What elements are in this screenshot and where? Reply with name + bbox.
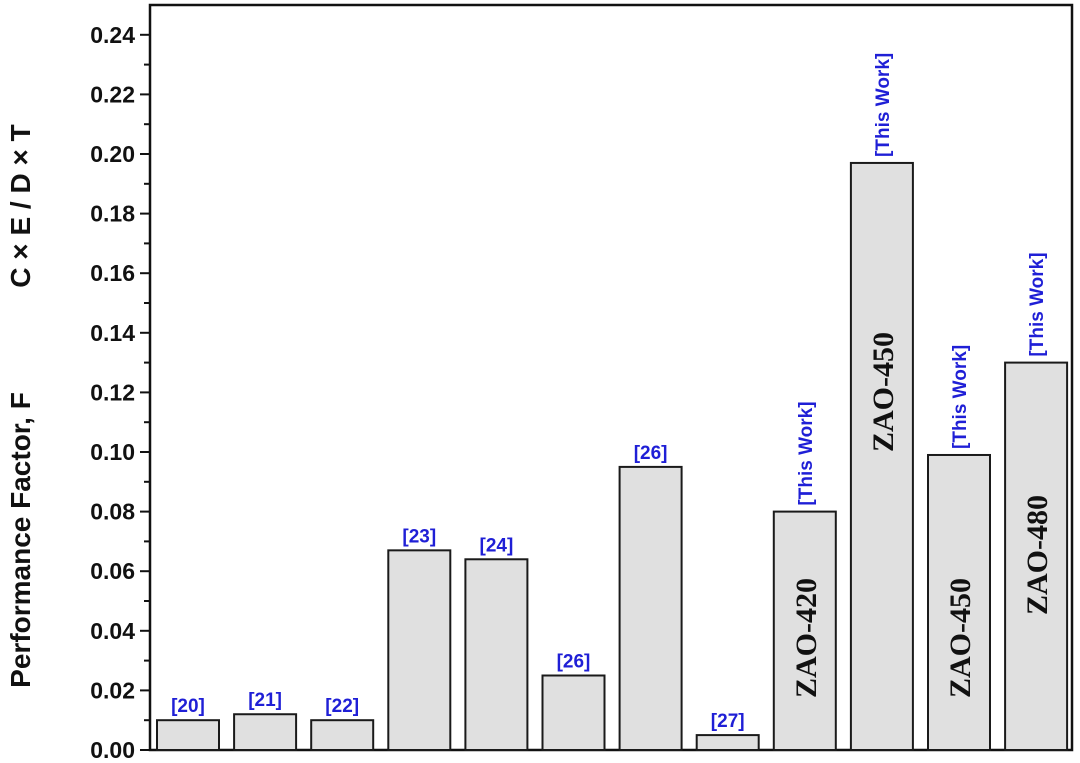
bar-ref-label: [27] (711, 711, 745, 732)
bar-ref-label: [This Work] (796, 401, 817, 505)
y-axis-title: Performance Factor, F C × E / D × T (5, 124, 36, 688)
y-tick-label: 0.14 (90, 320, 135, 346)
y-tick-label: 0.00 (90, 737, 135, 763)
bar (1004, 361, 1069, 751)
y-tick-label: 0.18 (90, 201, 135, 227)
bar (849, 161, 914, 751)
bar-ref-label: [23] (402, 526, 436, 547)
bar-ref-label: [26] (634, 443, 668, 464)
y-tick-label: 0.06 (90, 558, 135, 584)
bar-ref-label: [21] (248, 690, 282, 711)
plot-frame (148, 3, 1074, 752)
y-tick-label: 0.02 (90, 677, 135, 703)
y-tick-label: 0.16 (90, 260, 135, 286)
bar (233, 713, 298, 751)
bar-sample-label: ZAO-450 (944, 578, 977, 698)
y-axis-title-formula: C × E / D × T (5, 124, 36, 287)
y-tick-label: 0.20 (90, 141, 135, 167)
y-tick-label: 0.12 (90, 379, 135, 405)
bar-ref-label: [This Work] (873, 53, 894, 157)
y-tick-label: 0.08 (90, 499, 135, 525)
axes: 0.00 0.02 0.04 0.06 0.08 0.10 0.12 0.14 0.16 0.18… (90, 3, 1074, 763)
y-tick-label: 0.10 (90, 439, 135, 465)
bar-sample-label: ZAO-480 (1021, 495, 1054, 615)
bar-ref-label: [22] (325, 696, 359, 717)
bar (927, 453, 991, 751)
bars (156, 161, 1069, 752)
bar-ref-label: [This Work] (1027, 252, 1048, 356)
bar (618, 465, 683, 751)
bar-ref-label: [26] (557, 652, 591, 673)
y-tick-label: 0.22 (90, 81, 135, 107)
bar (310, 719, 375, 752)
bar (387, 549, 452, 752)
bar (772, 510, 837, 751)
bar (695, 734, 760, 751)
bar (541, 674, 606, 751)
bar-sample-label: ZAO-450 (867, 332, 900, 452)
y-axis-title-line: Performance Factor, F (5, 392, 36, 688)
bar-ref-label: [24] (480, 535, 514, 556)
bar-ref-label: [20] (171, 696, 205, 717)
bar-ref-label: [This Work] (950, 345, 971, 449)
y-tick-label: 0.04 (90, 618, 135, 644)
bar (464, 558, 529, 752)
bar-labels: [20] [21] [22] [23] [24] [26] [26] [27] [This Wo… (171, 53, 1054, 732)
y-tick-label: 0.24 (90, 22, 135, 48)
bar-sample-label: ZAO-420 (790, 578, 823, 698)
bar (156, 719, 220, 752)
